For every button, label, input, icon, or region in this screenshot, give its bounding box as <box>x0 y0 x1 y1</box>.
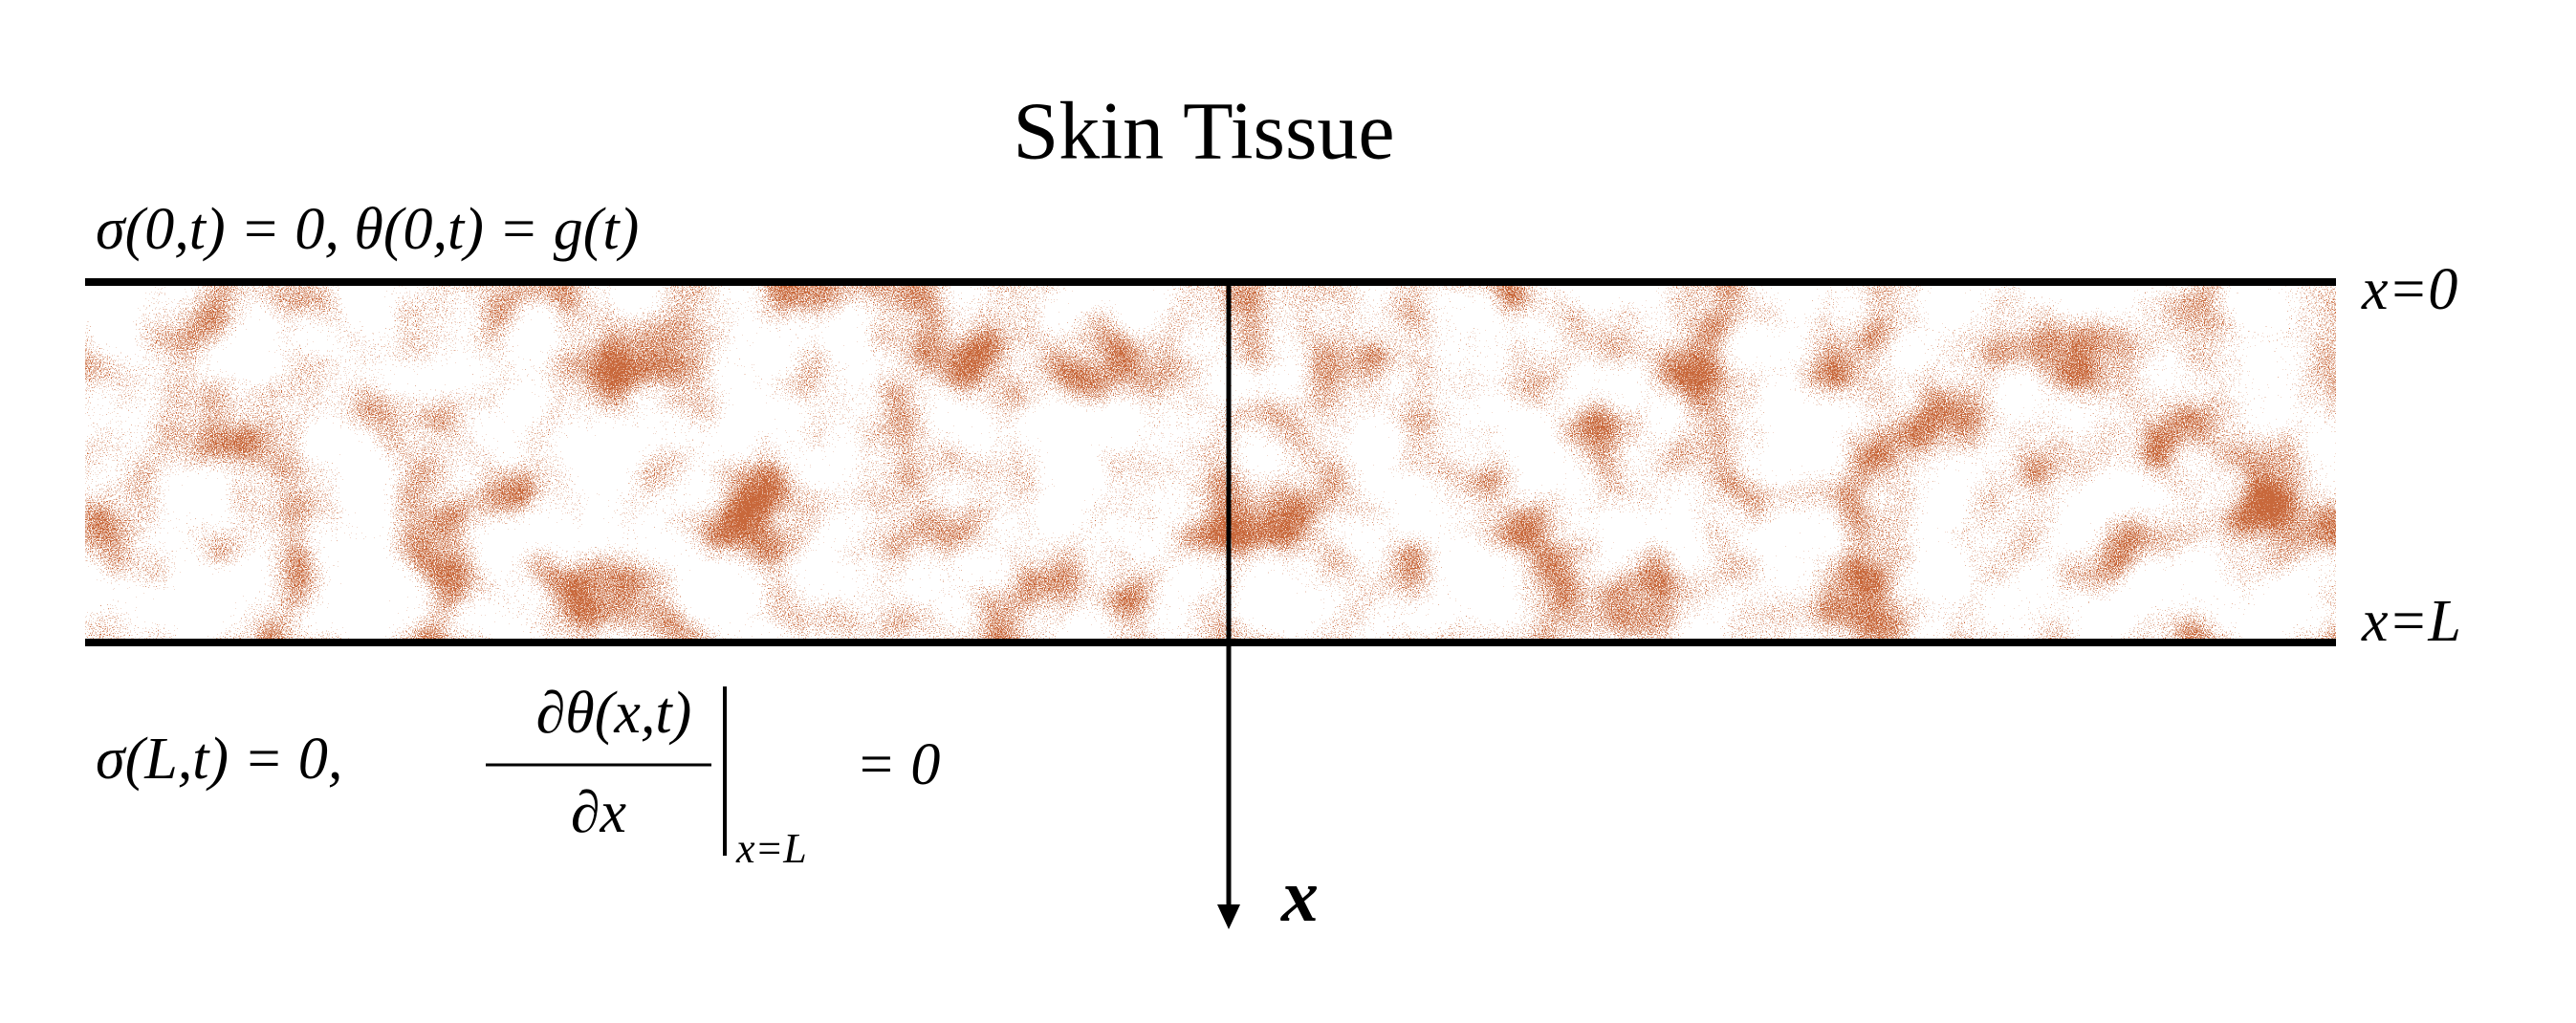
arrow-head <box>1217 904 1240 929</box>
boundary-bottom-rhs: = 0 <box>856 732 940 797</box>
label-bottom: x=L <box>2361 589 2461 654</box>
title: Skin Tissue <box>1013 85 1394 177</box>
fraction-numerator: ∂θ(x,t) <box>536 681 692 746</box>
label-top: x=0 <box>2361 257 2457 322</box>
evaluated-at: x=L <box>735 825 807 872</box>
axis-label: x <box>1280 854 1319 937</box>
tissue-texture <box>85 285 2336 641</box>
boundary-top: σ(0,t) = 0, θ(0,t) = g(t) <box>96 197 639 262</box>
fraction-denominator: ∂x <box>571 780 627 845</box>
boundary-bottom-lhs: σ(L,t) = 0, <box>96 727 342 792</box>
